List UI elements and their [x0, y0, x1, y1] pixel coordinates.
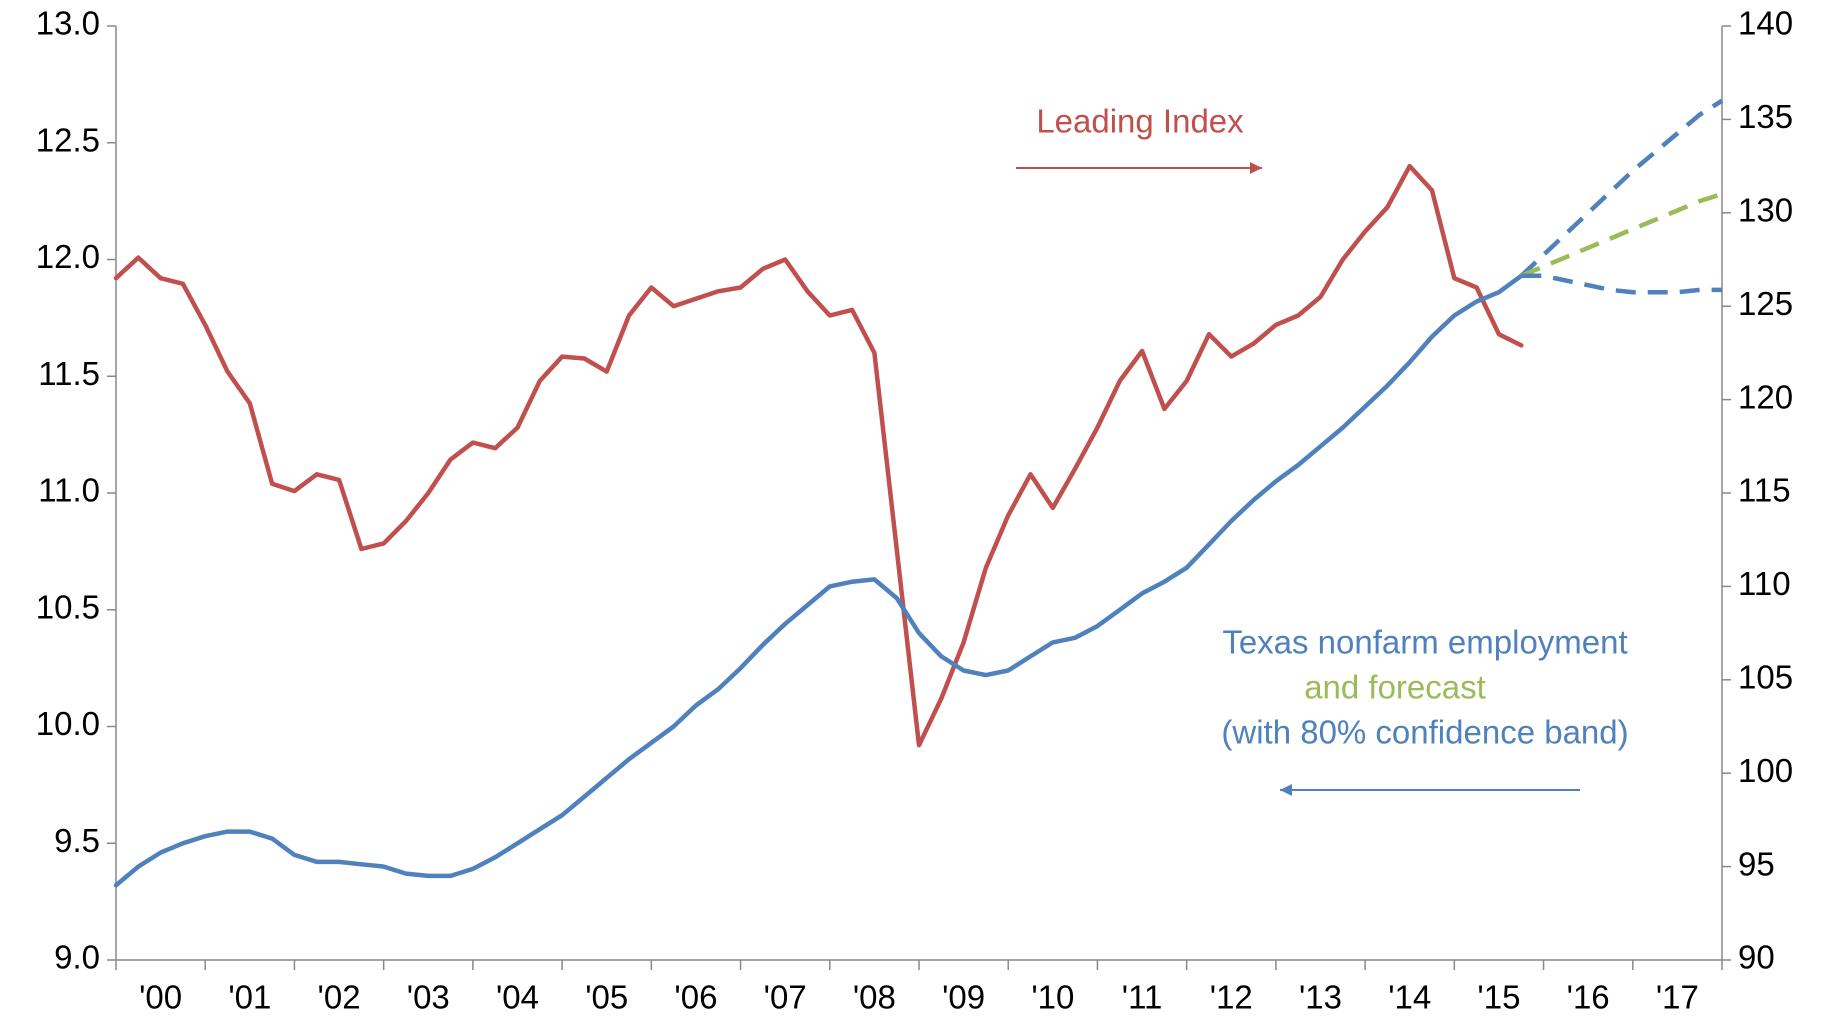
y2-tick-label: 110: [1738, 565, 1791, 602]
y-tick-label: 10.0: [36, 705, 100, 742]
y-tick-label: 11.0: [38, 472, 100, 509]
x-tick-label: '03: [407, 979, 450, 1016]
y-tick-label: 12.5: [36, 121, 100, 158]
y2-tick-label: 120: [1738, 378, 1793, 415]
x-tick-label: '17: [1656, 979, 1699, 1016]
x-tick-label: '09: [942, 979, 985, 1016]
y2-tick-label: 90: [1738, 939, 1775, 976]
x-tick-label: '10: [1031, 979, 1074, 1016]
x-tick-label: '15: [1477, 979, 1520, 1016]
y2-tick-label: 140: [1738, 5, 1793, 42]
x-tick-label: '06: [674, 979, 717, 1016]
x-tick-label: '08: [853, 979, 896, 1016]
series-line: [113, 273, 1524, 888]
y2-tick-label: 95: [1738, 845, 1775, 882]
x-tick-label: '05: [585, 979, 628, 1016]
forecast-line: [1520, 191, 1723, 278]
y2-tick-label: 130: [1738, 192, 1793, 229]
y-tick-label: 10.5: [36, 588, 100, 625]
y-tick-label: 9.5: [54, 822, 100, 859]
x-tick-label: '04: [496, 979, 539, 1016]
forecast-line: [1519, 98, 1724, 278]
x-tick-label: '07: [764, 979, 807, 1016]
y-tick-label: 13.0: [36, 5, 100, 42]
y2-tick-label: 115: [1738, 472, 1791, 509]
annotation: (with 80% confidence band): [1221, 714, 1628, 751]
x-tick-label: '11: [1122, 979, 1163, 1016]
y-tick-label: 11.5: [38, 355, 100, 392]
y-tick-label: 12.0: [36, 238, 100, 275]
y2-tick-label: 105: [1738, 659, 1793, 696]
forecast-line: [1521, 273, 1722, 295]
y2-tick-label: 125: [1738, 285, 1793, 322]
annotation: and forecast: [1304, 669, 1486, 706]
x-tick-label: '02: [318, 979, 361, 1016]
x-tick-label: '12: [1210, 979, 1253, 1016]
annotation: Texas nonfarm employment: [1222, 624, 1627, 661]
y-tick-label: 9.0: [54, 939, 100, 976]
annotation: Leading Index: [1036, 103, 1244, 140]
x-tick-label: '13: [1299, 979, 1342, 1016]
x-tick-label: '01: [228, 979, 271, 1016]
x-tick-label: '14: [1388, 979, 1431, 1016]
y2-tick-label: 100: [1738, 752, 1793, 789]
y2-tick-label: 135: [1738, 98, 1793, 135]
x-tick-label: '00: [139, 979, 182, 1016]
series-line: [113, 163, 1524, 748]
x-tick-label: '16: [1567, 979, 1610, 1016]
